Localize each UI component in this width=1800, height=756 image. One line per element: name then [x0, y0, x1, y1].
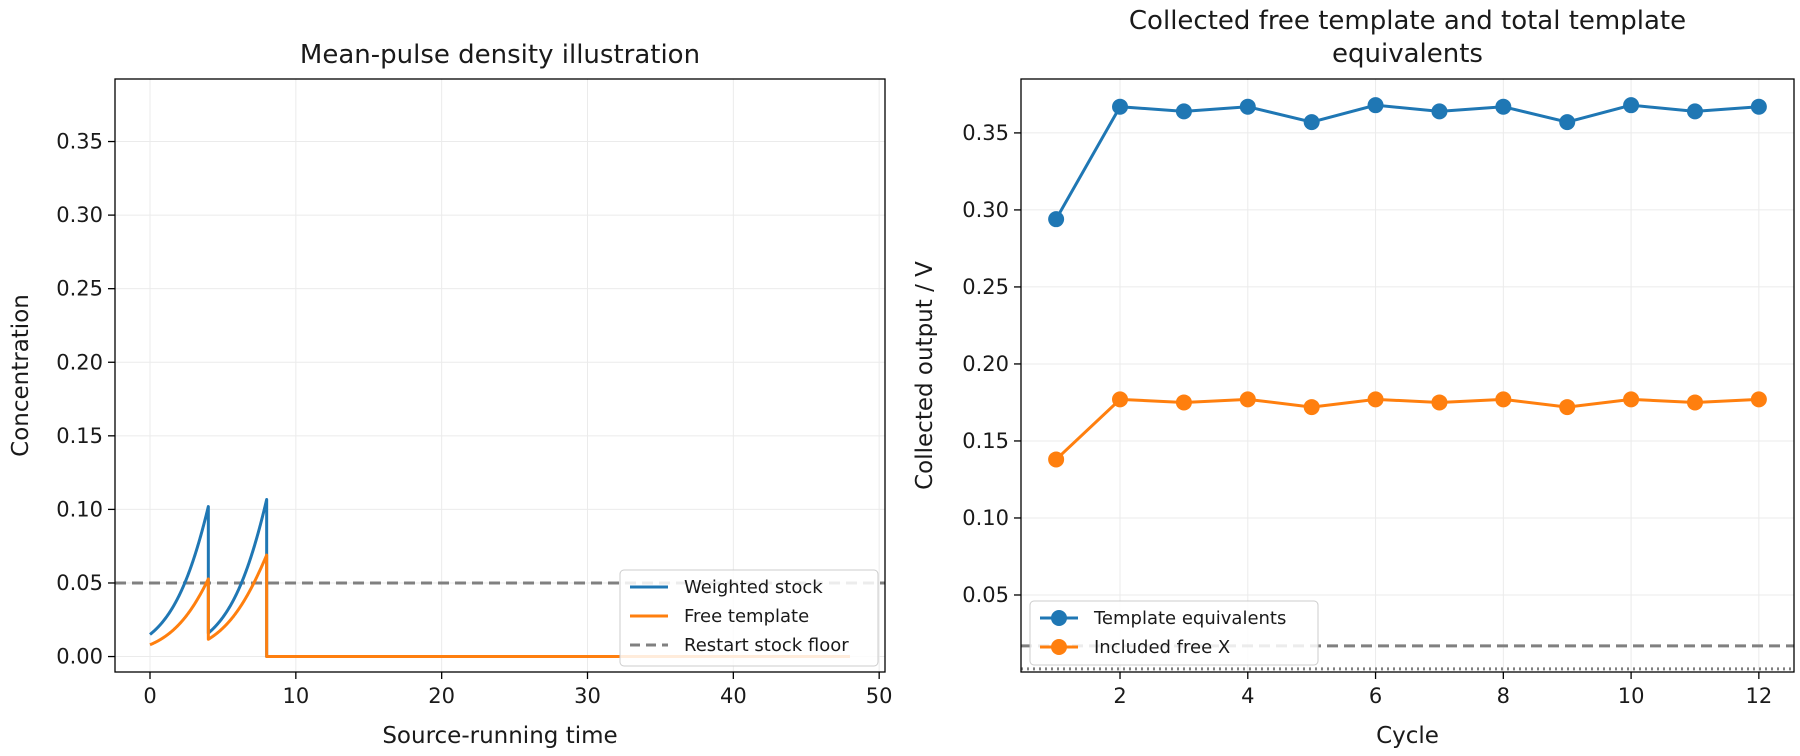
data-point	[1495, 98, 1512, 115]
y-tick-label: 0.20	[56, 350, 103, 374]
left-legend-box	[619, 569, 879, 667]
right-x-ticks: 2 4 6 8 10 12	[1113, 672, 1772, 708]
y-tick-label: 0.35	[962, 121, 1009, 145]
data-point	[1623, 97, 1640, 114]
right-y-axis-label: Collected output / V	[912, 261, 938, 490]
right-chart-title-line-2: equivalents	[1332, 39, 1483, 69]
x-tick-label: 30	[574, 684, 601, 708]
right-y-ticks: 0.05 0.10 0.15 0.20 0.25 0.30 0.35	[962, 121, 1021, 607]
legend-template-equivalents-marker	[1051, 610, 1067, 626]
data-point	[1239, 98, 1256, 115]
series-line-template-equivalents	[1054, 103, 1759, 220]
data-point	[1112, 98, 1129, 115]
right-plot-frame	[1020, 78, 1795, 673]
data-point	[1048, 211, 1065, 228]
data-point	[1559, 399, 1576, 416]
right-series	[1048, 97, 1767, 468]
data-point	[1175, 103, 1192, 120]
data-point	[1431, 394, 1448, 411]
y-tick-label: 0.15	[56, 424, 103, 448]
y-tick-label: 0.35	[56, 130, 103, 154]
data-point	[1686, 394, 1703, 411]
x-tick-label: 10	[1618, 684, 1645, 708]
legend-free-template-label: Free template	[684, 606, 809, 627]
y-tick-label: 0.30	[56, 203, 103, 227]
x-tick-label: 0	[143, 684, 156, 708]
data-point	[1303, 114, 1320, 131]
data-point	[1559, 114, 1576, 131]
legend-template-equivalents-label: Template equivalents	[1093, 608, 1286, 629]
data-point	[1367, 97, 1384, 114]
right-x-axis-label: Cycle	[1376, 723, 1439, 749]
y-tick-label: 0.20	[962, 352, 1009, 376]
legend-weighted-stock-label: Weighted stock	[684, 577, 823, 598]
y-tick-label: 0.05	[56, 571, 103, 595]
data-point	[1048, 451, 1065, 468]
left-y-axis-label: Concentration	[8, 294, 34, 457]
y-tick-label: 0.15	[962, 429, 1009, 453]
data-point	[1303, 399, 1320, 416]
right-legend-box	[1029, 600, 1319, 666]
left-chart-title: Mean-pulse density illustration	[300, 40, 700, 70]
data-point	[1431, 103, 1448, 120]
series-line-included-free-x	[1055, 397, 1759, 461]
y-tick-label: 0.10	[962, 506, 1009, 530]
chart-mean-pulse-density: 0 10 20 30 40 50 0.00 0.05 0.10 0.15 0.20 0.25 0.30…	[8, 40, 893, 749]
data-point	[1750, 391, 1767, 408]
x-tick-label: 20	[428, 684, 455, 708]
y-tick-label: 0.25	[56, 277, 103, 301]
legend-restart-stock-floor-label: Restart stock floor	[684, 635, 849, 656]
x-tick-label: 4	[1241, 684, 1254, 708]
left-plot-frame	[114, 78, 886, 673]
x-tick-label: 8	[1497, 684, 1510, 708]
data-point	[1239, 391, 1256, 408]
x-tick-label: 50	[866, 684, 893, 708]
y-tick-label: 0.30	[962, 198, 1009, 222]
legend-included-free-x-label: Included free X	[1094, 637, 1230, 658]
data-point	[1175, 394, 1192, 411]
left-y-ticks: 0.00 0.05 0.10 0.15 0.20 0.25 0.30 0.35	[56, 130, 115, 669]
left-x-axis-label: Source-running time	[382, 723, 617, 749]
x-tick-label: 12	[1745, 684, 1772, 708]
data-point	[1750, 98, 1767, 115]
x-tick-label: 6	[1369, 684, 1382, 708]
data-point	[1686, 103, 1703, 120]
right-grid	[1021, 79, 1794, 672]
y-tick-label: 0.00	[56, 645, 103, 669]
legend-included-free-x-marker	[1051, 639, 1067, 655]
data-point	[1623, 391, 1640, 408]
right-legend: Template equivalents Included free X	[1029, 600, 1319, 666]
y-tick-label: 0.25	[962, 275, 1009, 299]
x-tick-label: 10	[282, 684, 309, 708]
y-tick-label: 0.05	[962, 583, 1009, 607]
right-chart-title-line-1: Collected free template and total templa…	[1129, 6, 1686, 36]
data-point	[1112, 391, 1129, 408]
data-point	[1367, 391, 1384, 408]
y-tick-label: 0.10	[56, 497, 103, 521]
chart-collected-output: 2 4 6 8 10 12 0.05 0.10 0.15 0.20 0.25 0.30 0.35 Co…	[912, 6, 1795, 749]
x-tick-label: 40	[720, 684, 747, 708]
left-x-ticks: 0 10 20 30 40 50	[143, 672, 893, 708]
x-tick-label: 2	[1113, 684, 1126, 708]
data-point	[1495, 391, 1512, 408]
left-legend: Weighted stock Free template Restart sto…	[619, 569, 879, 667]
